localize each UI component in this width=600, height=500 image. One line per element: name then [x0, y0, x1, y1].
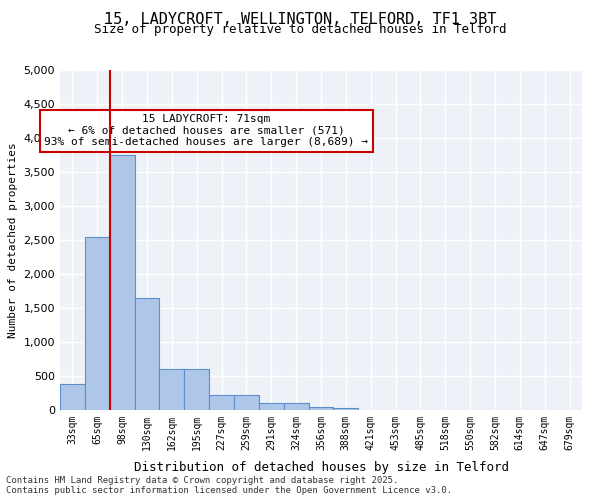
Text: 15, LADYCROFT, WELLINGTON, TELFORD, TF1 3BT: 15, LADYCROFT, WELLINGTON, TELFORD, TF1 …	[104, 12, 496, 28]
Text: 15 LADYCROFT: 71sqm
← 6% of detached houses are smaller (571)
93% of semi-detach: 15 LADYCROFT: 71sqm ← 6% of detached hou…	[44, 114, 368, 148]
X-axis label: Distribution of detached houses by size in Telford: Distribution of detached houses by size …	[133, 461, 509, 474]
Bar	[184, 369, 209, 410]
Bar	[60, 384, 85, 410]
Bar	[134, 298, 160, 410]
Bar	[110, 155, 134, 410]
Y-axis label: Number of detached properties: Number of detached properties	[8, 142, 18, 338]
Bar	[85, 236, 110, 410]
Bar	[160, 369, 184, 410]
Bar	[334, 408, 358, 410]
Bar	[234, 395, 259, 410]
Bar	[259, 403, 284, 410]
Text: Contains HM Land Registry data © Crown copyright and database right 2025.
Contai: Contains HM Land Registry data © Crown c…	[6, 476, 452, 495]
Bar	[209, 395, 234, 410]
Text: Size of property relative to detached houses in Telford: Size of property relative to detached ho…	[94, 22, 506, 36]
Bar	[308, 406, 334, 410]
Bar	[284, 403, 308, 410]
